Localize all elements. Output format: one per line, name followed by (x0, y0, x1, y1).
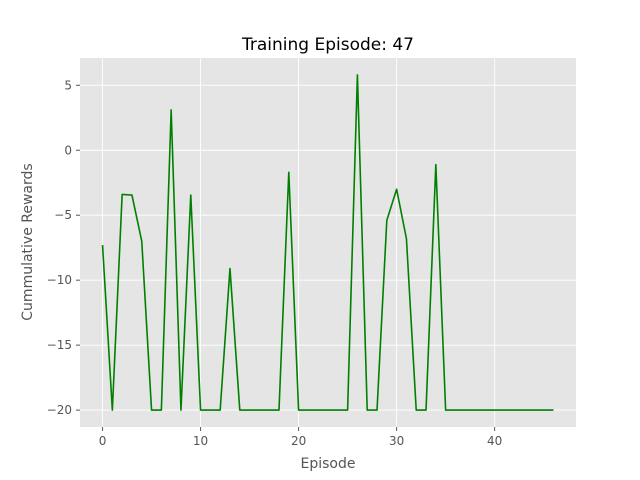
plot-background (80, 58, 576, 427)
y-tick-label: −15 (47, 338, 72, 352)
chart-title: Training Episode: 47 (241, 35, 414, 55)
x-axis-label: Episode (301, 456, 356, 472)
grid-lines (80, 58, 576, 427)
y-tick-label: −10 (47, 273, 72, 287)
x-tick-label: 30 (389, 434, 404, 448)
x-axis-ticks: 0 10 20 30 40 (99, 427, 502, 448)
y-axis-ticks: 5 0 −5 −10 −15 −20 (47, 78, 80, 417)
y-tick-label: −20 (47, 403, 72, 417)
y-tick-label: −5 (54, 208, 72, 222)
x-tick-label: 40 (487, 434, 502, 448)
y-tick-label: 0 (64, 143, 72, 157)
y-axis-label: Cummulative Rewards (20, 163, 36, 320)
x-tick-label: 0 (99, 434, 107, 448)
x-tick-label: 10 (193, 434, 208, 448)
x-tick-label: 20 (291, 434, 306, 448)
y-tick-label: 5 (64, 78, 72, 92)
series-layer (101, 74, 554, 411)
series-line (101, 74, 554, 411)
